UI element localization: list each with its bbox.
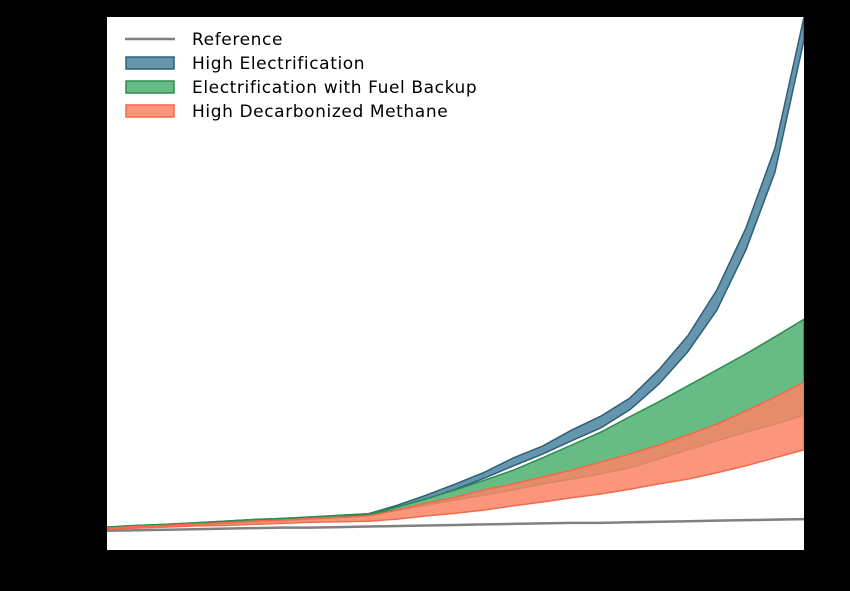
legend-swatch <box>125 56 175 70</box>
legend-label: Electrification with Fuel Backup <box>192 78 477 98</box>
legend-label: High Electrification <box>192 54 365 74</box>
plot <box>107 17 804 533</box>
legend-label: High Decarbonized Methane <box>192 102 448 122</box>
legend: Reference High Electrification Electrifica… <box>125 30 477 122</box>
band-area <box>107 381 804 530</box>
legend-swatch <box>125 80 175 94</box>
reference-line <box>107 517 804 533</box>
legend-label: Reference <box>192 30 283 50</box>
legend-swatch <box>125 104 175 118</box>
